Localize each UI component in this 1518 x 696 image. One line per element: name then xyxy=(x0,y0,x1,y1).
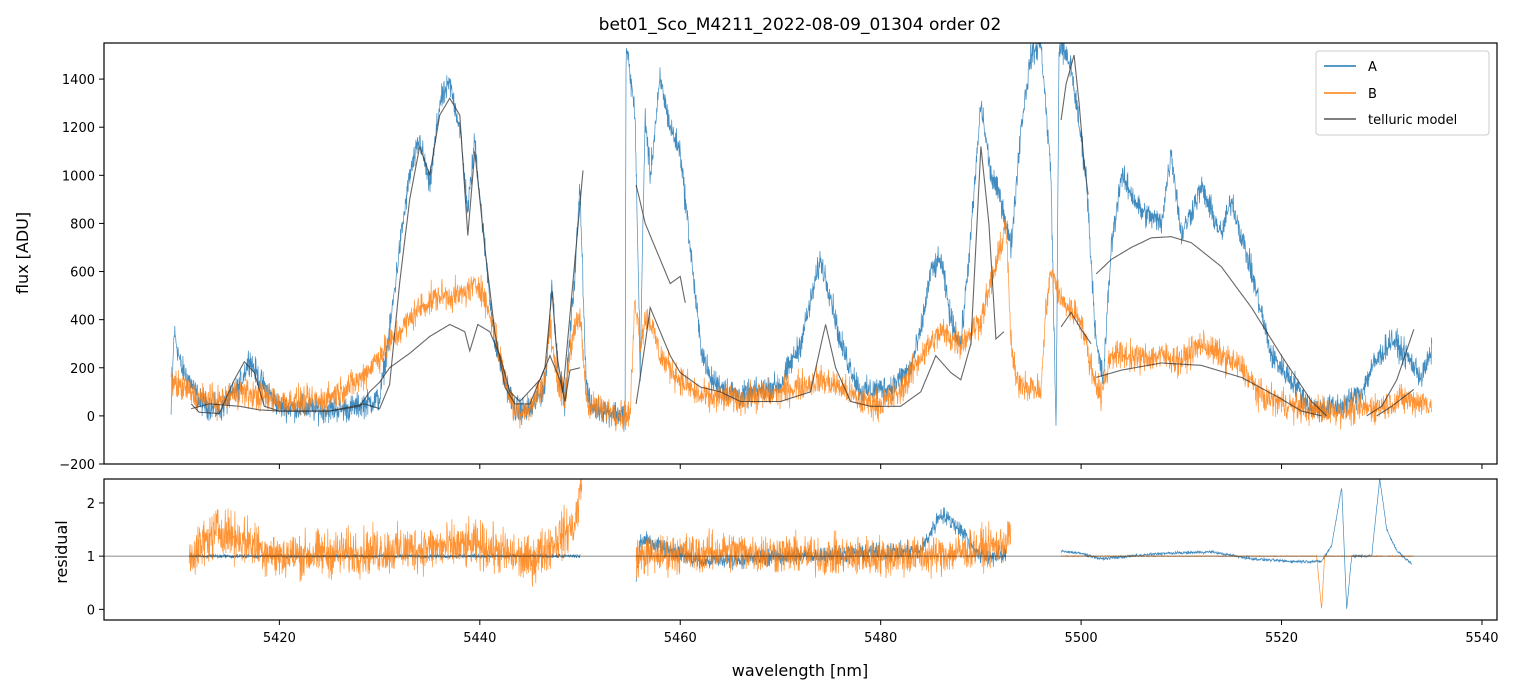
x-tick-label: 5540 xyxy=(1465,631,1498,646)
telluric-segment-6 xyxy=(1060,311,1092,345)
x-tick-label: 5460 xyxy=(664,631,697,646)
x-tick-label: 5500 xyxy=(1065,631,1098,646)
series-a-line xyxy=(170,43,1433,432)
x-tick-label: 5420 xyxy=(263,631,296,646)
bottom-y-axis-label: residual xyxy=(52,520,71,583)
chart-title: bet01_Sco_M4211_2022-08-09_01304 order 0… xyxy=(599,15,1002,35)
top-y-axis-label: flux [ADU] xyxy=(13,212,32,294)
residual-b-segment-1 xyxy=(635,521,1012,579)
series-b-line xyxy=(170,219,1433,432)
telluric-segment-1 xyxy=(191,323,581,412)
y-tick-label: 0 xyxy=(87,410,95,425)
bottom-x-axis: 5420 5440 5460 5480 5500 5520 5540 xyxy=(263,620,1499,646)
y-tick-label: −200 xyxy=(59,458,95,473)
legend-label-b: B xyxy=(1368,87,1377,102)
series-a-trace xyxy=(170,43,1433,432)
top-x-axis xyxy=(278,464,1483,469)
x-axis-label: wavelength [nm] xyxy=(732,661,869,680)
y-tick-label: 400 xyxy=(70,314,95,329)
y-tick-label: 1000 xyxy=(62,169,95,184)
residual-b-segment-2 xyxy=(1060,554,1414,609)
bottom-axes-frame xyxy=(103,478,1498,621)
telluric-model-line xyxy=(190,54,1415,417)
residual-b-line xyxy=(188,479,1414,609)
x-tick-label: 5480 xyxy=(864,631,897,646)
y-tick-label: 800 xyxy=(70,217,95,232)
y-tick-label: 1200 xyxy=(62,121,95,136)
x-tick-label: 5440 xyxy=(463,631,496,646)
legend: A B telluric model xyxy=(1315,50,1490,136)
y-tick-label: 0 xyxy=(87,603,95,618)
y-tick-label: 600 xyxy=(70,266,95,281)
bottom-y-axis: 0 1 2 xyxy=(87,497,104,618)
bottom-panel: 0 1 2 5420 5440 5460 5480 5500 5520 5540 residua… xyxy=(52,478,1499,680)
legend-label-telluric: telluric model xyxy=(1368,113,1457,128)
telluric-segment-4 xyxy=(1060,54,1089,195)
telluric-segment-3 xyxy=(635,146,1005,407)
telluric-segment-8 xyxy=(1366,329,1415,417)
y-tick-label: 1400 xyxy=(62,73,95,88)
y-tick-label: 2 xyxy=(87,497,95,512)
telluric-segment-9 xyxy=(1376,388,1415,417)
top-y-axis: −200 0 200 400 600 800 1000 1200 1400 xyxy=(59,73,104,473)
telluric-segment-5 xyxy=(1095,236,1327,417)
residual-b-segment-0 xyxy=(188,479,583,587)
telluric-segment-2 xyxy=(635,184,686,303)
residual-a-segment-2 xyxy=(1060,479,1412,609)
series-b-trace xyxy=(170,219,1433,432)
y-tick-label: 200 xyxy=(70,362,95,377)
legend-frame xyxy=(1315,50,1490,136)
top-panel: −200 0 200 400 600 800 1000 1200 1400 flux [ADU]… xyxy=(13,42,1498,473)
telluric-segment-0 xyxy=(190,97,584,415)
telluric-segment-7 xyxy=(1095,362,1322,417)
y-tick-label: 1 xyxy=(87,550,95,565)
x-tick-label: 5520 xyxy=(1265,631,1298,646)
top-axes-frame xyxy=(103,42,1498,465)
legend-label-a: A xyxy=(1368,60,1377,75)
